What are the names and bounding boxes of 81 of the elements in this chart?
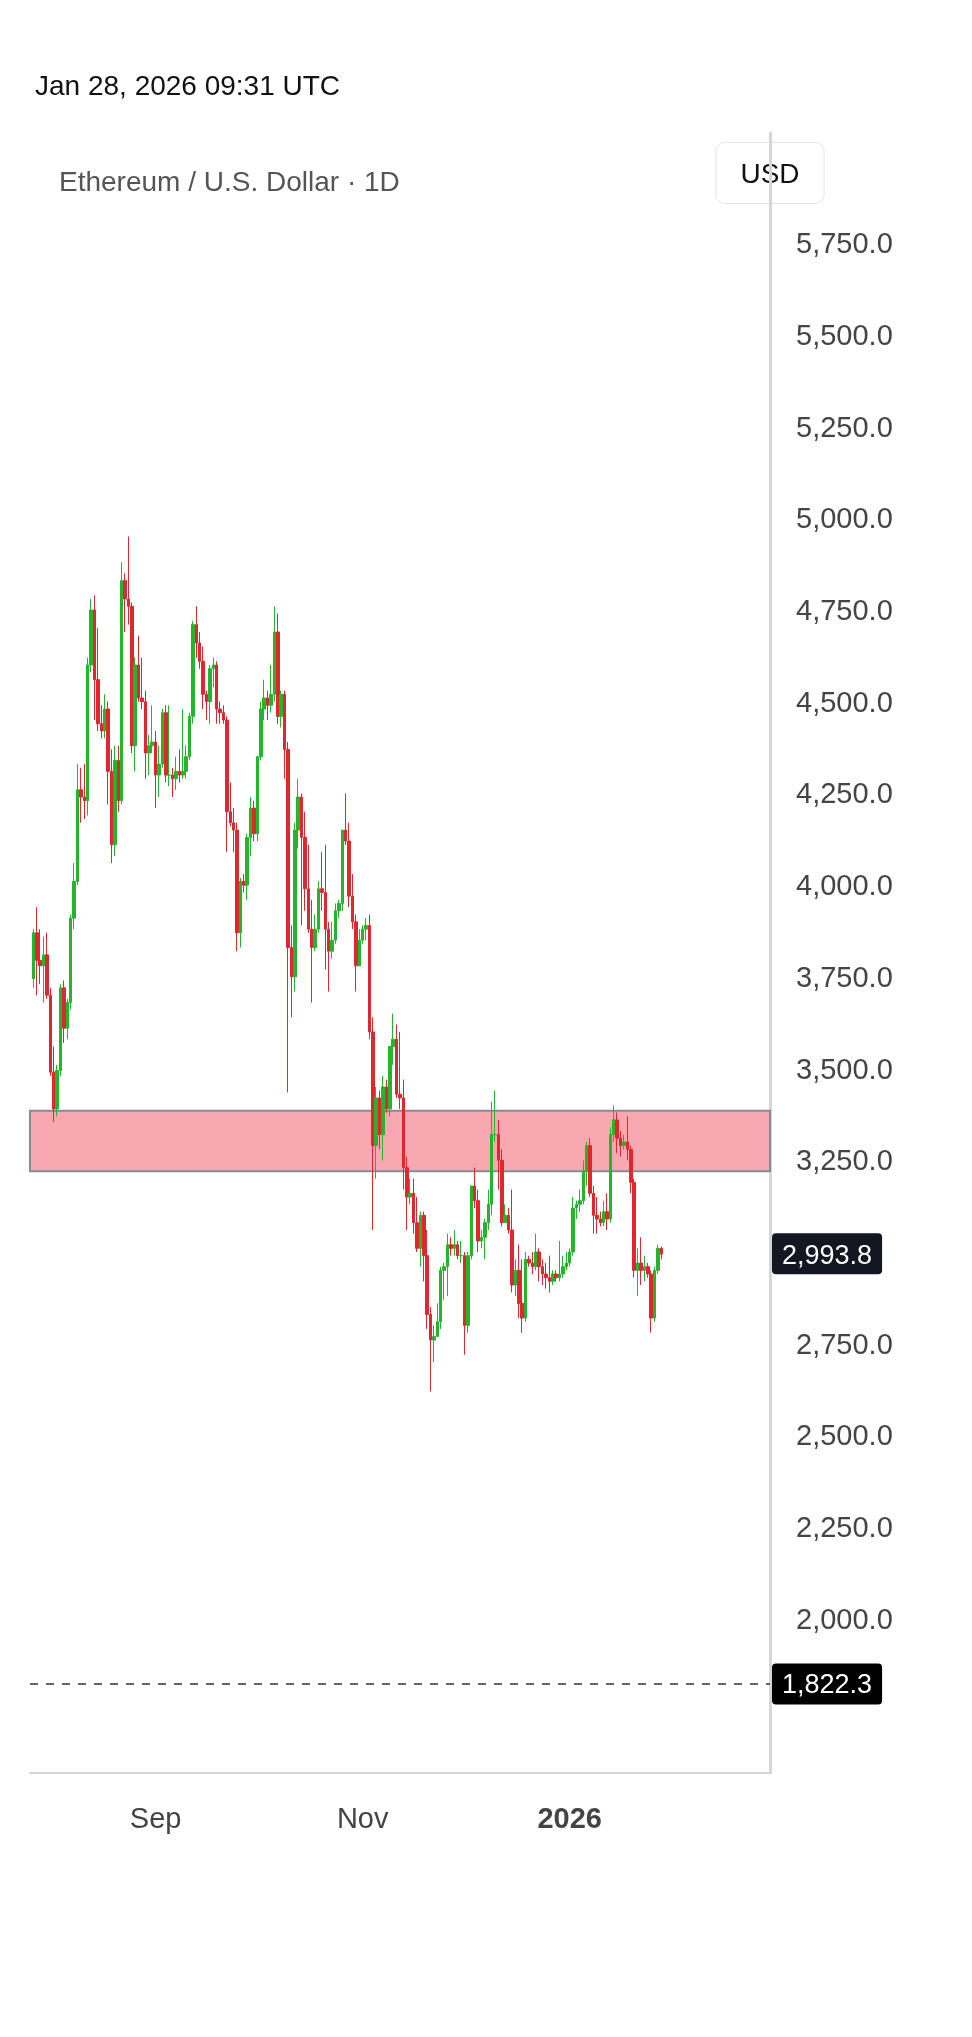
- candlestick: [266, 690, 269, 721]
- candlestick: [83, 763, 86, 820]
- y-tick-label: 2,250.0: [796, 1511, 893, 1544]
- candlestick: [42, 935, 45, 1004]
- candlestick: [133, 657, 137, 772]
- y-tick-label: 4,500.0: [796, 685, 893, 718]
- candlestick: [548, 1255, 551, 1293]
- candlestick: [463, 1251, 466, 1356]
- candlestick: [605, 1192, 609, 1231]
- candlestick: [358, 928, 361, 967]
- candlestick: [117, 745, 120, 813]
- candlestick: [364, 917, 368, 941]
- y-tick-label: 5,000.0: [796, 502, 893, 535]
- x-tick-label: Nov: [336, 1801, 389, 1834]
- candlestick: [279, 690, 283, 728]
- candlestick: [531, 1251, 534, 1275]
- y-tick-label: 4,250.0: [796, 777, 893, 810]
- candlestick: [381, 1075, 385, 1161]
- candlestick: [181, 708, 185, 780]
- candlestick: [636, 1247, 639, 1297]
- candlestick: [551, 1269, 555, 1286]
- candlestick: [534, 1233, 538, 1271]
- candlestick: [79, 767, 83, 824]
- candlestick: [459, 1240, 463, 1264]
- y-tick-label: 4,750.0: [796, 593, 893, 626]
- y-tick-label: 5,500.0: [796, 318, 893, 351]
- x-tick-label: 2026: [537, 1801, 602, 1834]
- candlestick: [446, 1233, 449, 1297]
- y-tick-label: 4,000.0: [796, 869, 893, 902]
- y-tick-label: 2,750.0: [796, 1327, 893, 1360]
- candlestick: [558, 1240, 561, 1282]
- candlestick: [602, 1200, 605, 1227]
- y-tick-label: 5,250.0: [796, 410, 893, 443]
- candlestick: [643, 1255, 646, 1282]
- candlestick: [174, 756, 178, 791]
- candlestick: [154, 730, 157, 809]
- candlestick: [374, 1086, 378, 1180]
- candlestick: [615, 1112, 619, 1154]
- candlestick: [554, 1269, 558, 1282]
- candlestick: [456, 1240, 459, 1260]
- candlestick: [35, 906, 39, 996]
- x-tick-label: Sep: [129, 1801, 182, 1834]
- candlestick: [32, 928, 35, 989]
- candlestick: [514, 1258, 517, 1297]
- candlestick: [276, 613, 280, 725]
- candlestick: [378, 1090, 381, 1150]
- candlestick: [178, 748, 181, 783]
- candlestick: [164, 704, 168, 783]
- y-tick-label: 2,500.0: [796, 1419, 893, 1452]
- candlestick: [524, 1251, 527, 1323]
- text: 2,993.8: [782, 1239, 873, 1270]
- y-tick-label: 5,750.0: [796, 227, 893, 260]
- ref-line-label: 1,822.3: [782, 1669, 873, 1700]
- candlestick: [639, 1236, 643, 1286]
- candlestick: [242, 873, 246, 893]
- candlestick: [510, 1189, 514, 1293]
- y-tick-label: 3,500.0: [796, 1052, 893, 1085]
- candlestick: [252, 800, 256, 842]
- candlestick: [660, 1246, 663, 1260]
- candlestick: [537, 1247, 541, 1282]
- candlestick: [239, 877, 242, 948]
- candlestick: [503, 1203, 507, 1224]
- text: Ethereum / U.S. Dollar · 1D: [59, 165, 400, 197]
- candlestick: [622, 1134, 626, 1150]
- candlestick: [113, 745, 117, 857]
- candlestick: [300, 792, 303, 926]
- y-tick-label: 3,250.0: [796, 1144, 893, 1177]
- candlestick: [385, 1079, 388, 1114]
- candlestick: [120, 561, 123, 805]
- candlestick: [449, 1236, 453, 1257]
- candlestick: [62, 980, 66, 1044]
- candlestick: [167, 704, 171, 787]
- candlestick: [171, 767, 174, 798]
- candlestick: [103, 693, 106, 739]
- y-tick-label: 3,750.0: [796, 960, 893, 993]
- candlestick: [419, 1211, 422, 1268]
- y-tick-label: 2,000.0: [796, 1602, 893, 1635]
- candlestick: [215, 660, 218, 725]
- candlestick: [408, 1178, 412, 1205]
- chart-subtitle: Jan 28, 2026 09:31 UTC: [35, 69, 341, 101]
- candlestick: [453, 1229, 456, 1257]
